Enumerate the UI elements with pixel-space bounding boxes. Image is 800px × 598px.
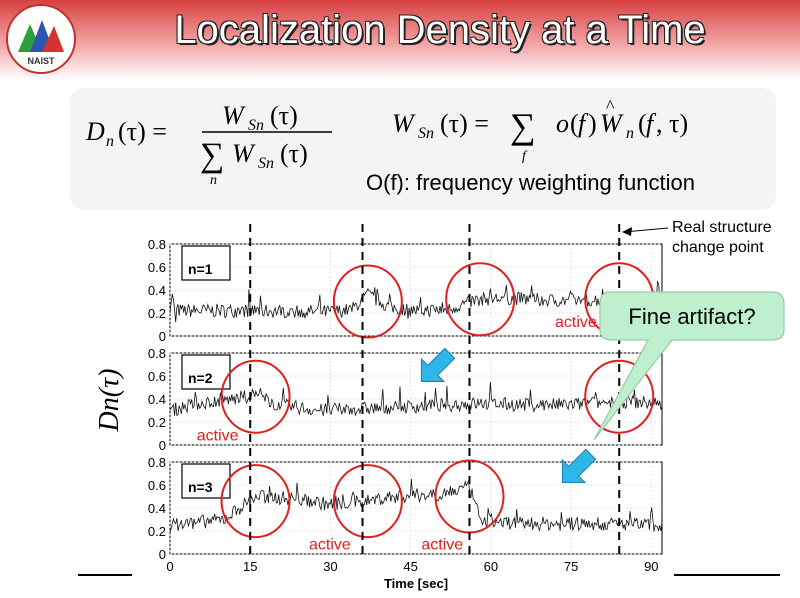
density-series-line [169, 381, 663, 417]
active-region-circle [220, 464, 291, 539]
naist-logo: NAIST [6, 4, 76, 74]
svg-text:(τ) =: (τ) = [440, 109, 489, 138]
chart-panel-1: 0 0.2 0.4 0.6 0.8 n=1 active [148, 237, 663, 344]
svg-text:W: W [222, 101, 246, 130]
chart-panel-2: 0 0.2 0.4 0.6 0.8 n=2 active [148, 346, 663, 453]
svg-text:o: o [556, 109, 569, 138]
y-tick-label: 0.2 [148, 306, 166, 321]
svg-text:W: W [600, 109, 624, 138]
svg-text:Sn: Sn [258, 155, 274, 172]
y-tick-label: 0.4 [148, 283, 166, 298]
y-tick-label: 0.2 [148, 415, 166, 430]
blue-arrow-2 [561, 448, 597, 484]
svg-text:Sn: Sn [418, 125, 434, 142]
y-tick-label: 0 [159, 329, 166, 344]
title-bar [0, 0, 800, 80]
svg-text:n: n [626, 125, 634, 142]
svg-text:∑: ∑ [510, 106, 536, 146]
panel-label: n=2 [188, 370, 213, 386]
svg-text:(: ( [570, 109, 579, 138]
slide-title: Localization Density at a Time [174, 8, 706, 52]
active-label: active [197, 428, 239, 445]
svg-text:(τ): (τ) [270, 101, 298, 130]
callout-bubble [593, 291, 785, 441]
active-label: active [421, 537, 463, 554]
y-axis-label: Dn(τ) [94, 369, 125, 433]
svg-text:(τ): (τ) [280, 139, 308, 168]
blue-arrow-shape [420, 347, 456, 383]
y-tick-label: 0.8 [148, 237, 166, 252]
active-region-circle [332, 464, 403, 539]
y-tick-label: 0.6 [148, 478, 166, 493]
svg-text:W: W [232, 139, 256, 168]
svg-text:): ) [588, 109, 597, 138]
active-region-circle [332, 264, 403, 339]
svg-text:f: f [522, 149, 528, 164]
real-structure-label: Real structure change point [672, 218, 772, 258]
svg-text:∑: ∑ [200, 137, 224, 174]
density-series-line [169, 478, 663, 533]
svg-text:D: D [85, 117, 105, 146]
active-label: active [555, 314, 597, 331]
weighting-function-label: O(f): frequency weighting function [366, 170, 695, 195]
panel-label: n=3 [188, 479, 213, 495]
panel-label-box [181, 354, 231, 390]
y-tick-label: 0.8 [148, 346, 166, 361]
y-tick-label: 0.6 [148, 260, 166, 275]
svg-text:f: f [646, 109, 657, 138]
y-tick-label: 0.2 [148, 524, 166, 539]
svg-text:, τ): , τ) [656, 109, 688, 138]
x-tick-label: 45 [403, 559, 417, 574]
svg-text:(τ) =: (τ) = [118, 117, 167, 146]
weighted-sum-formula: W Sn (τ) = ∑ f o(f) W^ n (f, τ) [392, 98, 688, 164]
active-region-circle [220, 359, 291, 434]
active-label: active [309, 537, 351, 554]
real-structure-line1: Real structure [672, 219, 772, 236]
active-region-circle [584, 359, 655, 434]
y-tick-label: 0 [159, 547, 166, 562]
x-tick-label: 30 [323, 559, 337, 574]
svg-text:^: ^ [606, 98, 615, 116]
callout-text: Fine artifact? [628, 304, 755, 329]
y-tick-label: 0.4 [148, 501, 166, 516]
chart-panel-3: 0 0.2 0.4 0.6 0.8 n=3 active active [148, 455, 663, 562]
density-series-line [169, 280, 663, 323]
x-axis-label: Time [sec] [384, 576, 448, 591]
x-tick-label: 75 [564, 559, 578, 574]
svg-text:n: n [210, 173, 217, 188]
svg-text:n: n [106, 133, 114, 150]
active-region-circle [445, 262, 516, 337]
blue-arrow-shape [561, 448, 597, 484]
svg-text:W: W [392, 109, 416, 138]
y-tick-label: 0.8 [148, 455, 166, 470]
blue-arrow-1 [420, 347, 456, 383]
svg-text:NAIST: NAIST [28, 56, 56, 66]
panel-label-box [181, 245, 231, 281]
x-tick-label: 15 [243, 559, 257, 574]
x-tick-label: 60 [484, 559, 498, 574]
y-tick-label: 0.6 [148, 369, 166, 384]
svg-text:f: f [578, 109, 589, 138]
svg-text:Sn: Sn [248, 117, 264, 134]
svg-text:(: ( [638, 109, 647, 138]
x-tick-label: 0 [166, 559, 173, 574]
panel-label: n=1 [188, 261, 213, 277]
real-structure-line2: change point [672, 239, 764, 256]
y-tick-label: 0 [159, 438, 166, 453]
change-point-pointer-head [622, 227, 632, 236]
y-tick-label: 0.4 [148, 392, 166, 407]
x-tick-label: 90 [644, 559, 658, 574]
